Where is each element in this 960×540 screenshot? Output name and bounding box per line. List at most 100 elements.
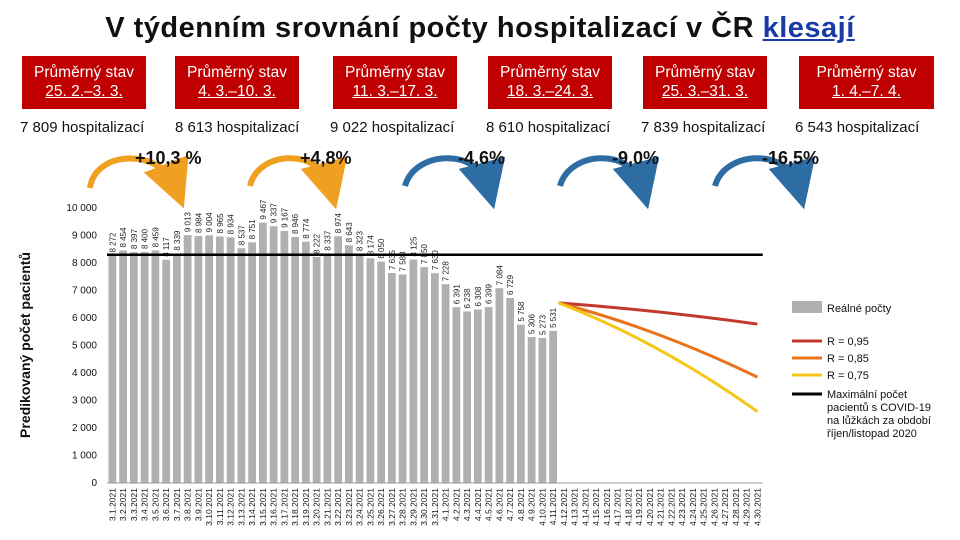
bar (269, 226, 278, 484)
y-tick-label: 10 000 (66, 203, 97, 214)
bar (173, 253, 181, 483)
change-2: +4,8% (300, 148, 352, 168)
bar-value-label: 8 400 (141, 228, 150, 249)
x-tick-label: 3.14.2021 (247, 488, 257, 526)
bar-value-label: 8 125 (409, 236, 418, 257)
hosp-count-4: 8 610 hospitalizací (486, 119, 611, 136)
x-tick-label: 4.12.2021 (559, 488, 569, 526)
x-tick-label: 3.18.2021 (290, 488, 300, 526)
x-tick-label: 3.19.2021 (301, 488, 311, 526)
bar-value-label: 8 946 (291, 213, 300, 234)
bar-value-label: 8 459 (151, 227, 160, 248)
bar (108, 255, 117, 483)
x-tick-label: 3.8.2021 (183, 488, 193, 521)
hosp-count-1: 7 809 hospitalizací (20, 119, 145, 136)
bar (151, 250, 160, 483)
bar-value-label: 6 399 (485, 283, 494, 304)
bar-value-label: 7 228 (442, 261, 451, 282)
legend-max-line-1: Maximální počet (827, 389, 907, 401)
x-tick-label: 3.13.2021 (236, 488, 246, 526)
period-banner-1: Průměrný stav 25. 2.–3. 3. (22, 56, 146, 109)
x-tick-label: 4.2.2021 (451, 488, 461, 521)
x-tick-label: 3.30.2021 (419, 488, 429, 526)
x-tick-label: 4.14.2021 (580, 488, 590, 526)
period-banner-6: Průměrný stav 1. 4.–7. 4. (799, 56, 934, 109)
y-tick-label: 7 000 (72, 286, 97, 297)
x-tick-label: 4.11.2021 (548, 488, 558, 525)
x-tick-label: 4.29.2021 (742, 488, 752, 526)
x-tick-label: 4.6.2021 (494, 488, 504, 521)
x-tick-label: 4.26.2021 (709, 488, 719, 526)
x-tick-label: 4.1.2021 (441, 488, 451, 521)
bar (291, 236, 299, 483)
bar-value-label: 8 174 (366, 235, 375, 256)
bar (527, 337, 536, 483)
hosp-count-5: 7 839 hospitalizací (641, 119, 766, 136)
x-tick-label: 4.30.2021 (752, 488, 762, 526)
bar (398, 274, 407, 483)
bar (506, 297, 514, 483)
x-tick-label: 4.17.2021 (613, 488, 623, 526)
bar (431, 273, 439, 483)
x-tick-label: 3.7.2021 (172, 488, 182, 521)
x-tick-label: 4.16.2021 (602, 488, 612, 526)
title-link[interactable]: klesají (762, 12, 855, 44)
legend-max-line-3: na lůžkách za období (827, 415, 931, 427)
period-label: Průměrný stav (500, 64, 600, 81)
bar (495, 288, 504, 483)
bar (216, 236, 224, 483)
bar-value-label: 8 974 (334, 213, 343, 234)
x-tick-label: 4.28.2021 (731, 488, 741, 526)
period-banner-2: Průměrný stav 4. 3.–10. 3. (175, 56, 299, 109)
bar-value-label: 8 984 (194, 212, 203, 233)
x-tick-label: 3.17.2021 (279, 488, 289, 526)
bar-value-label: 8 934 (227, 214, 236, 235)
x-tick-label: 4.23.2021 (677, 488, 687, 526)
period-label: Průměrný stav (345, 64, 445, 81)
bar (162, 259, 170, 483)
x-tick-label: 4.5.2021 (484, 488, 494, 521)
y-tick-label: 9 000 (72, 231, 97, 242)
bar (205, 235, 213, 483)
period-range: 18. 3.–24. 3. (506, 83, 594, 100)
x-tick-label: 3.1.2021 (107, 488, 117, 521)
bar-value-label: 8 222 (313, 233, 322, 254)
bar (452, 307, 461, 483)
x-tick-label: 3.15.2021 (258, 488, 268, 526)
x-tick-label: 3.22.2021 (333, 488, 343, 526)
bar (194, 235, 203, 483)
bar (355, 254, 364, 483)
y-axis-label: Predikovaný počet pacientů (17, 252, 33, 438)
bar-value-label: 8 397 (130, 229, 139, 250)
bar-value-label: 7 583 (399, 251, 408, 272)
hosp-count-6: 6 543 hospitalizací (795, 119, 920, 136)
change-1: +10,3 % (135, 148, 202, 168)
bar-value-label: 6 729 (506, 274, 515, 295)
x-tick-label: 3.20.2021 (312, 488, 322, 526)
arrow-down-2 (557, 155, 660, 210)
x-tick-label: 3.25.2021 (365, 488, 375, 526)
period-label: Průměrný stav (816, 64, 917, 81)
bar (517, 324, 525, 483)
bar (312, 256, 321, 483)
period-banner-4: Průměrný stav 18. 3.–24. 3. (488, 56, 612, 109)
x-tick-label: 4.7.2021 (505, 488, 515, 521)
x-tick-label: 4.10.2021 (537, 488, 547, 526)
period-range: 11. 3.–17. 3. (352, 83, 438, 100)
page-title: V týdenním srovnání počty hospitalizací … (0, 12, 960, 45)
bar-value-label: 7 635 (388, 249, 397, 270)
x-tick-label: 4.15.2021 (591, 488, 601, 526)
bar (280, 230, 289, 483)
bar-value-label: 9 467 (259, 199, 268, 220)
arrow-down-3 (712, 155, 816, 210)
bar-value-label: 9 167 (280, 207, 289, 228)
bar (484, 307, 493, 483)
x-tick-label: 4.21.2021 (656, 488, 666, 526)
legend-max-line-2: pacientů s COVID-19 (827, 402, 931, 414)
y-tick-label: 8 000 (72, 258, 97, 269)
legend-bars-swatch (792, 301, 822, 313)
period-range: 25. 3.–31. 3. (661, 83, 749, 100)
period-banner-3: Průměrný stav 11. 3.–17. 3. (333, 56, 457, 109)
bar (140, 252, 149, 483)
title-main: V týdenním srovnání počty hospitalizací … (105, 12, 755, 44)
